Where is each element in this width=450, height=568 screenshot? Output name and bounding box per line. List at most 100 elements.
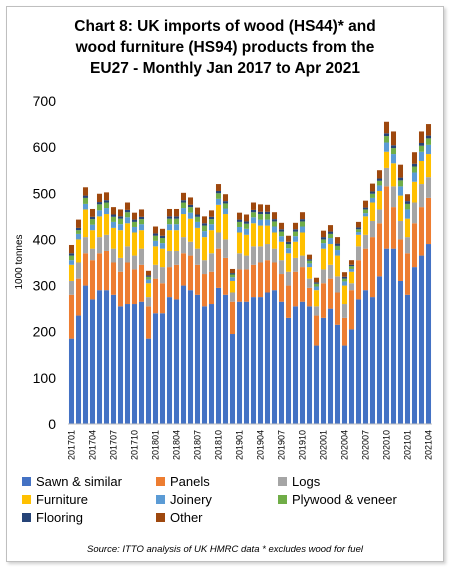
bar-segment	[215, 204, 222, 233]
x-tick-label: 201801	[151, 430, 161, 460]
bar-segment	[117, 230, 124, 258]
bar-segment	[215, 198, 222, 205]
bar-segment	[341, 345, 348, 424]
y-tick-label: 300	[33, 278, 57, 294]
x-tick-label: 201904	[256, 430, 266, 460]
bar-segment	[180, 192, 187, 201]
legend-swatch	[22, 477, 31, 486]
bar-segment	[320, 269, 327, 284]
bar-segment	[222, 194, 229, 202]
bar-segment	[376, 276, 383, 424]
bar-segment	[341, 285, 348, 305]
bar-segment	[362, 234, 369, 249]
bar-segment	[117, 209, 124, 217]
bar-segment	[404, 294, 411, 424]
bar-segment	[82, 187, 89, 196]
bar-segment	[264, 260, 271, 293]
legend-item: Joinery	[156, 492, 212, 508]
bar-segment	[194, 248, 201, 265]
bar-segment	[334, 250, 341, 256]
bar-segment	[390, 131, 397, 146]
bar-segment	[96, 237, 103, 254]
bar-segment	[201, 237, 208, 261]
bar-segment	[89, 224, 96, 231]
bar-segment	[68, 253, 75, 256]
bar-segment	[250, 246, 257, 265]
bar-segment	[348, 290, 355, 330]
bar-segment	[194, 216, 201, 222]
bar-segment	[68, 280, 75, 295]
bar-segment	[313, 306, 320, 316]
bar-segment	[285, 317, 292, 424]
bar-segment	[131, 304, 138, 424]
bar-stack-201710	[131, 212, 138, 424]
bar-segment	[278, 301, 285, 424]
bar-segment	[418, 145, 425, 152]
bar-segment	[257, 219, 264, 226]
bar-segment	[369, 191, 376, 194]
bar-segment	[348, 264, 355, 267]
bar-segment	[75, 233, 82, 240]
bar-segment	[341, 317, 348, 346]
bar-segment	[313, 315, 320, 346]
bar-segment	[215, 232, 222, 249]
bar-segment	[110, 214, 117, 217]
bar-segment	[96, 290, 103, 424]
y-tick-label: 500	[33, 185, 57, 201]
bar-segment	[138, 248, 145, 265]
bar-segment	[236, 269, 243, 302]
bar-segment	[425, 177, 432, 198]
bar-segment	[264, 244, 271, 261]
bar-segment	[285, 271, 292, 286]
bar-segment	[327, 231, 334, 234]
bar-segment	[334, 243, 341, 246]
x-tick-label: 202007	[361, 430, 371, 460]
bar-segment	[390, 207, 397, 249]
bar-segment	[376, 223, 383, 277]
bar-segment	[173, 230, 180, 251]
chart-title: Chart 8: UK imports of wood (HS44)* and …	[20, 16, 430, 79]
bar-stack-202002	[327, 225, 334, 424]
bar-segment	[110, 248, 117, 263]
bar-stack-201912	[313, 277, 320, 424]
bar-segment	[425, 135, 432, 139]
bar-segment	[278, 229, 285, 232]
bar-segment	[194, 207, 201, 215]
bar-segment	[68, 244, 75, 254]
bar-segment	[152, 246, 159, 265]
bar-segment	[292, 257, 299, 272]
bar-segment	[215, 248, 222, 288]
bar-segment	[320, 239, 327, 244]
x-tick-label: 201810	[214, 430, 224, 460]
bar-segment	[425, 154, 432, 178]
bar-segment	[362, 200, 369, 208]
bar-segment	[124, 246, 131, 263]
bar-segment	[299, 255, 306, 268]
bar-segment	[397, 220, 404, 240]
bar-segment	[145, 275, 152, 277]
legend-item: Logs	[278, 474, 320, 490]
bar-segment	[166, 230, 173, 251]
bar-segment	[194, 264, 201, 295]
bar-segment	[278, 241, 285, 261]
bar-segment	[376, 178, 383, 181]
bar-segment	[180, 200, 187, 203]
bar-stack-202011	[390, 131, 397, 424]
bar-segment	[418, 207, 425, 256]
bar-segment	[187, 255, 194, 291]
bar-segment	[299, 221, 306, 227]
bar-segment	[306, 267, 313, 279]
bar-segment	[257, 225, 264, 247]
bar-segment	[285, 253, 292, 272]
bar-segment	[215, 184, 222, 191]
bar-segment	[159, 228, 166, 236]
bar-segment	[159, 243, 166, 249]
bar-segment	[110, 216, 117, 222]
bar-segment	[215, 287, 222, 424]
bar-segment	[145, 276, 152, 280]
bar-segment	[327, 308, 334, 424]
bar-segment	[138, 219, 145, 225]
bar-segment	[369, 202, 376, 221]
bar-segment	[250, 217, 257, 224]
bar-stack-201904	[257, 204, 264, 424]
